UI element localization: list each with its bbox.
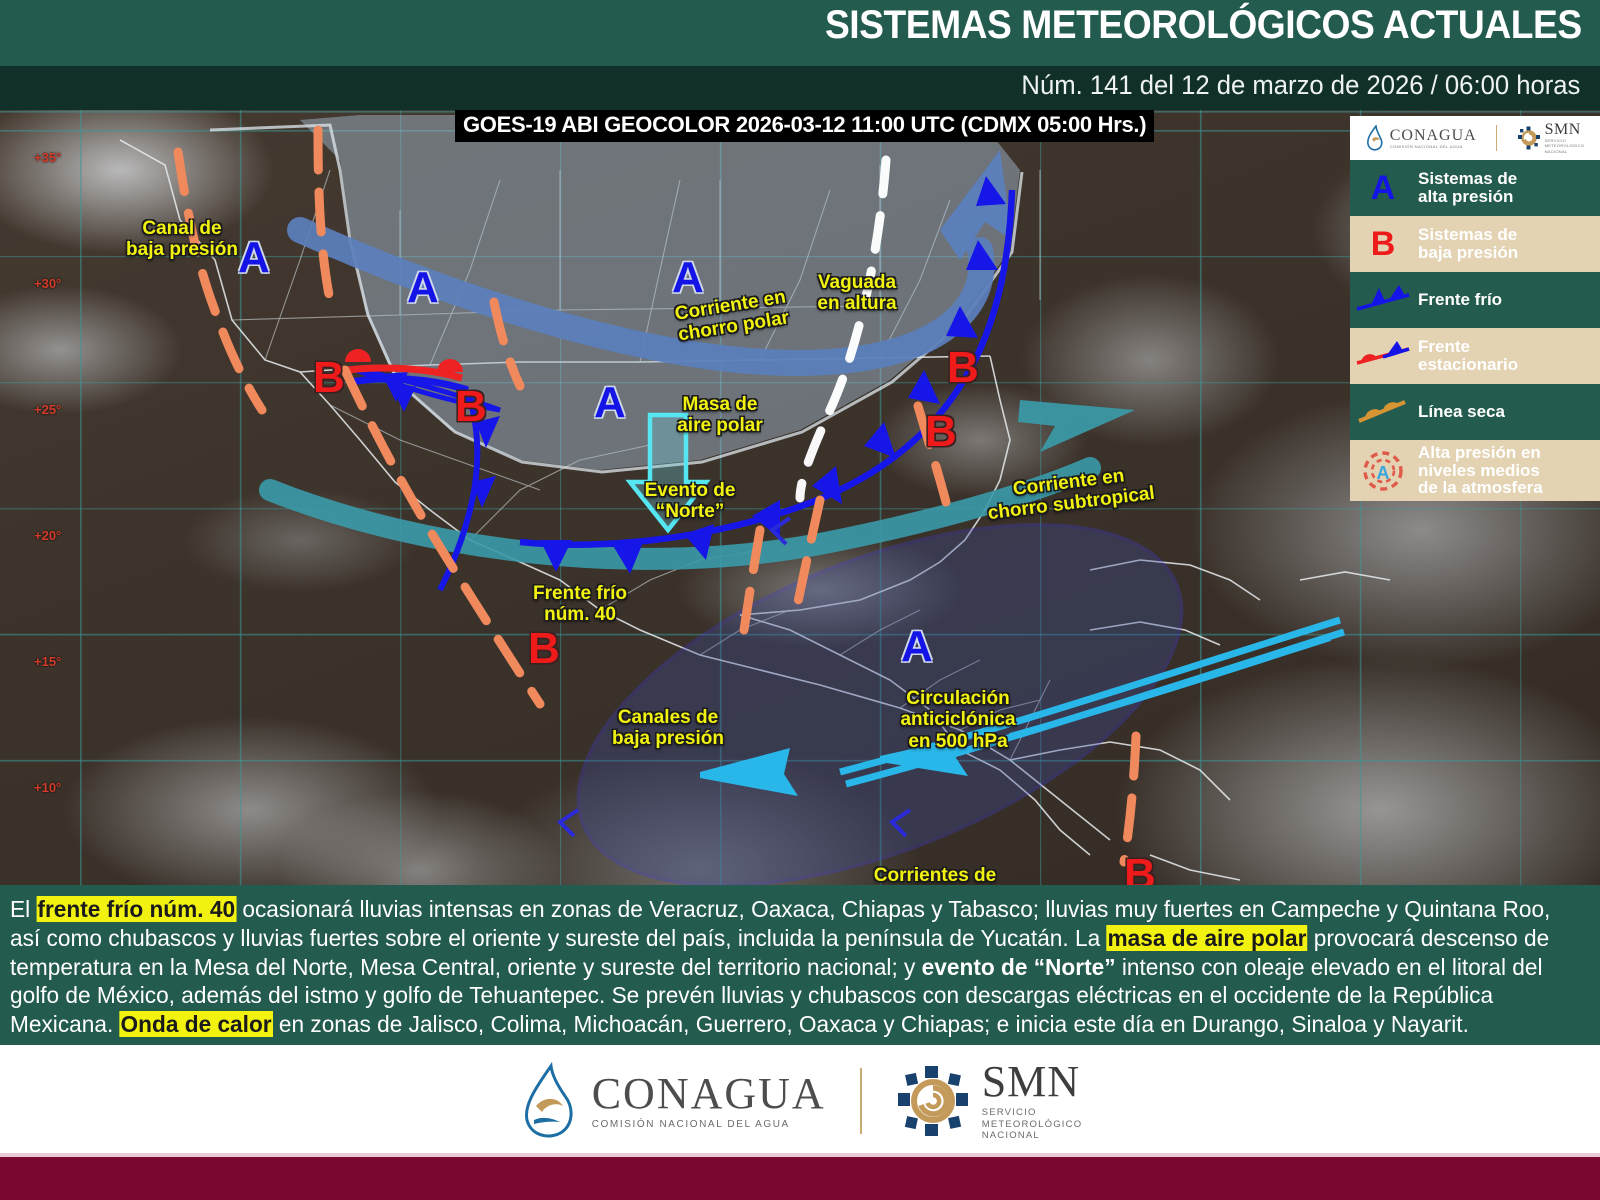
lat-label: +35° <box>34 150 62 165</box>
mid-level-high-icon: A <box>1354 450 1412 491</box>
smn-wordmark: SMN <box>1544 121 1581 139</box>
conagua-tagline: COMISIÓN NACIONAL DEL AGUA <box>1389 143 1463 149</box>
polar-jet-arrowhead <box>940 150 1012 260</box>
summary-text-2: ocasionará lluvias intensas en zonas de … <box>10 896 1551 951</box>
stationary-front-blue <box>349 375 470 394</box>
summary-highlight-cold-front: frente frío núm. 40 <box>36 896 237 922</box>
stationary-front-icon <box>1354 336 1412 376</box>
legend-item-dry-line[interactable]: Línea seca <box>1350 384 1600 440</box>
summary-bold-norte: evento de “Norte” <box>921 953 1116 980</box>
legend-label: Alta presión en niveles medios de la atm… <box>1418 443 1543 498</box>
smn-tagline: SERVICIO METEOROLÓGICO NACIONAL <box>1544 138 1585 154</box>
bottom-bar <box>0 1157 1600 1200</box>
cold-front-icon <box>1354 280 1412 320</box>
header-subtitle-band <box>0 66 1600 110</box>
legend-label: Línea seca <box>1418 402 1505 422</box>
footer-logos: CONAGUA COMISIÓN NACIONAL DEL AGUA SMN <box>0 1045 1600 1157</box>
low-pressure-marker: B <box>528 624 560 673</box>
circulation-direction-arrows <box>556 516 912 838</box>
high-pressure-marker: A <box>672 253 704 302</box>
legend-label: Sistemas de baja presión <box>1418 225 1519 262</box>
lat-label: +30° <box>34 276 62 291</box>
low-pressure-marker: B <box>1124 850 1156 885</box>
high-pressure-marker: A <box>594 378 626 427</box>
legend-logo-divider <box>1496 125 1498 151</box>
map-legend: CONAGUA COMISIÓN NACIONAL DEL AGUA <box>1350 116 1600 502</box>
high-pressure-A-icon: A <box>1370 169 1396 207</box>
legend-item-stationary-front[interactable]: Frente estacionario <box>1350 328 1600 384</box>
lat-label: +15° <box>34 654 62 669</box>
conagua-logo: CONAGUA COMISIÓN NACIONAL DEL AGUA <box>1366 125 1477 151</box>
footer-divider <box>859 1068 862 1134</box>
subtropical-jet-arrowhead <box>1018 400 1135 452</box>
satellite-timestamp: GOES-19 ABI GEOCOLOR 2026-03-12 11:00 UT… <box>455 110 1155 142</box>
smn-wordmark: SMN <box>981 1056 1081 1106</box>
legend-item-low-pressure[interactable]: B Sistemas de baja presión <box>1350 216 1600 272</box>
conagua-water-drop-icon <box>1366 125 1383 151</box>
low-level-currents <box>700 616 1346 796</box>
lat-label: +10° <box>34 780 62 795</box>
bulletin-number-date: Núm. 141 del 12 de marzo de 2026 / 06:00… <box>1021 70 1580 100</box>
low-pressure-B-icon: B <box>1370 225 1396 263</box>
legend-item-cold-front[interactable]: Frente frío <box>1350 272 1600 328</box>
high-pressure-marker: A <box>238 233 270 282</box>
lat-label: +25° <box>34 402 62 417</box>
anticyclonic-circulation-ellipse <box>576 523 1184 885</box>
high-pressure-marker: A <box>407 263 439 312</box>
conagua-wordmark: CONAGUA <box>591 1069 826 1118</box>
low-pressure-marker: B <box>925 407 957 456</box>
weather-map[interactable]: GOES-19 ABI GEOCOLOR 2026-03-12 11:00 UT… <box>0 110 1600 885</box>
legend-item-mid-level-high[interactable]: A Alta presión en niveles medios de la a… <box>1350 440 1600 502</box>
svg-text:A: A <box>1377 463 1390 483</box>
conagua-wordmark: CONAGUA <box>1389 126 1477 144</box>
summary-highlight-heat-wave: Onda de calor <box>119 1011 273 1037</box>
legend-logo-bar: CONAGUA COMISIÓN NACIONAL DEL AGUA <box>1350 116 1600 160</box>
legend-label: Sistemas de alta presión <box>1418 169 1518 206</box>
polar-jet-ribbon <box>287 217 995 376</box>
norte-event-arrow <box>625 412 711 534</box>
low-pressure-marker: B <box>947 343 979 392</box>
footer-smn-logo: SMN SERVICIO METEOROLÓGICO NACIONAL <box>896 1056 1083 1143</box>
smn-logo: SMN SERVICIO METEOROLÓGICO NACIONAL <box>1517 122 1585 154</box>
summary-text-5: en zonas de Jalisco, Colima, Michoacán, … <box>272 1011 1469 1037</box>
footer-conagua-logo: CONAGUA COMISIÓN NACIONAL DEL AGUA <box>518 1062 826 1140</box>
weather-systems-overlay <box>173 115 1417 885</box>
lat-label: +20° <box>34 528 62 543</box>
summary-highlight-polar-air: masa de aire polar <box>1106 924 1308 951</box>
summary-text-1: El <box>10 896 37 922</box>
legend-label: Frente estacionario <box>1418 337 1519 374</box>
smn-spiral-icon <box>897 1066 968 1136</box>
header-title-band <box>0 0 1600 66</box>
low-pressure-marker: B <box>455 382 487 431</box>
high-pressure-marker: A <box>901 622 933 671</box>
smn-spiral-icon <box>1517 126 1540 150</box>
legend-item-high-pressure[interactable]: A Sistemas de alta presión <box>1350 160 1600 216</box>
conagua-tagline: COMISIÓN NACIONAL DEL AGUA <box>591 1119 790 1130</box>
upper-level-trough-line <box>795 155 891 503</box>
bottom-accent-line <box>0 1153 1600 1157</box>
low-pressure-marker: B <box>313 353 345 402</box>
dry-line-icon <box>1354 392 1412 432</box>
forecast-summary: El frente frío núm. 40 ocasionará lluvia… <box>0 885 1600 1045</box>
page-title: SISTEMAS METEOROLÓGICOS ACTUALES <box>825 3 1582 47</box>
summary-text-3: provocará descenso de temperatura en la … <box>10 924 1550 980</box>
summary-text-4: intenso con oleaje elevado en el litoral… <box>10 953 1543 1038</box>
smn-tagline: SERVICIO METEOROLÓGICO NACIONAL <box>981 1106 1083 1142</box>
conagua-water-drop-icon <box>524 1062 573 1138</box>
legend-label: Frente frío <box>1418 290 1503 310</box>
